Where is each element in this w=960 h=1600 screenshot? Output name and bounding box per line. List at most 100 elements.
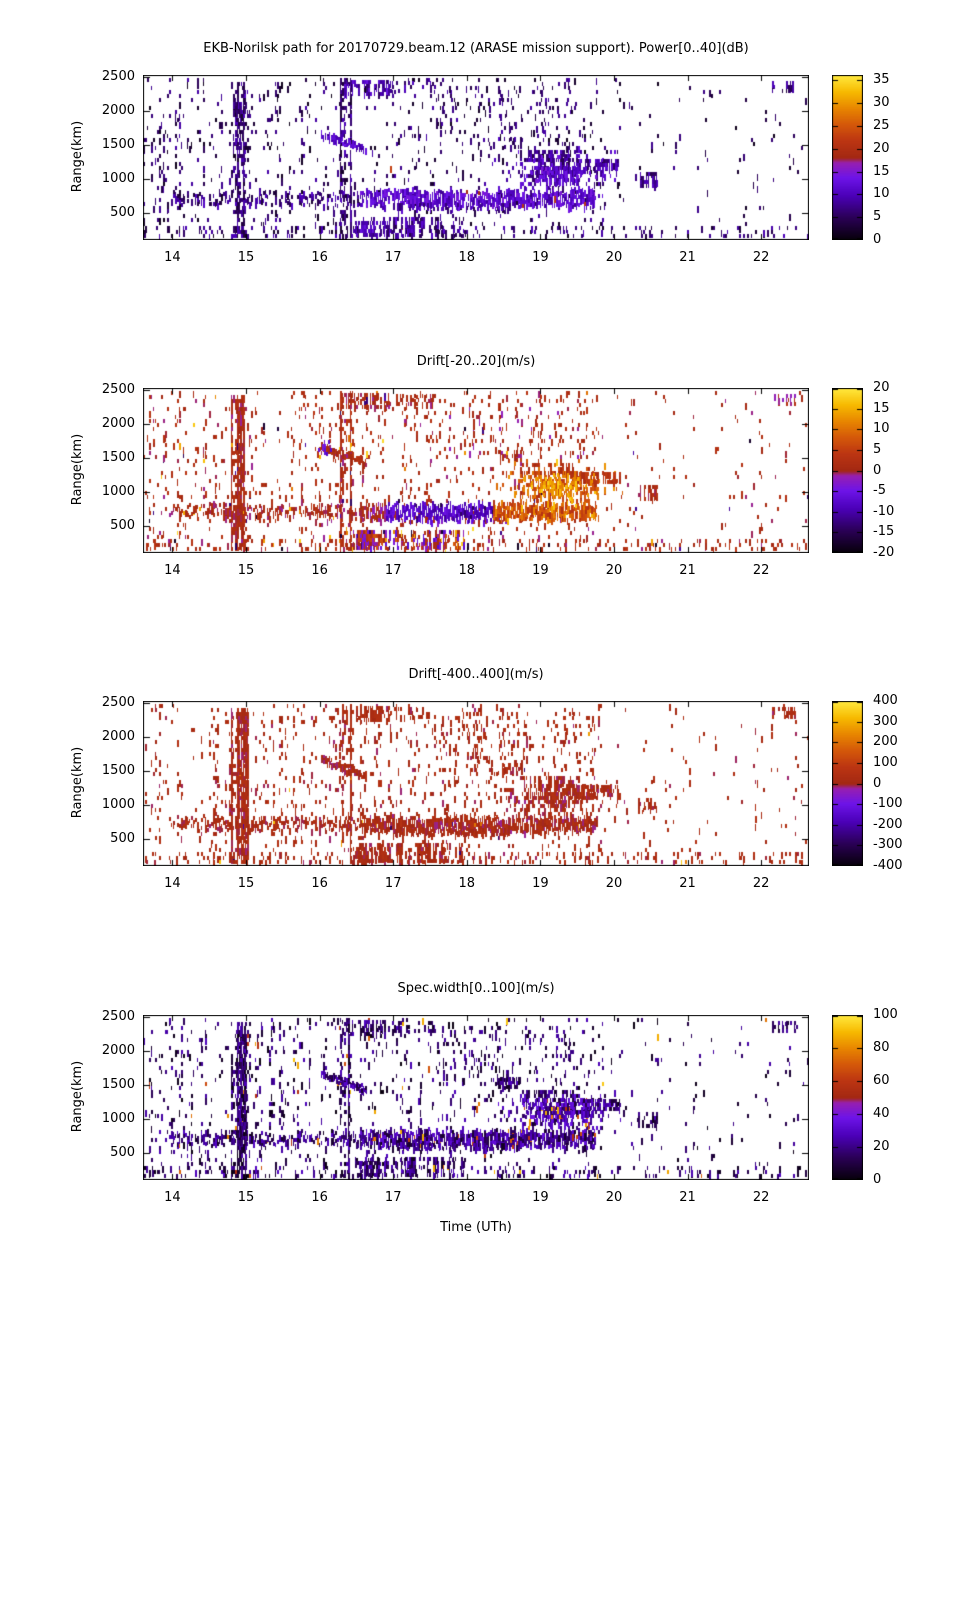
y-tick-label: 2500 — [101, 69, 135, 85]
y-tick-label: 2000 — [101, 728, 135, 744]
colorbar-tick-label: 20 — [873, 140, 890, 156]
x-tick-label: 19 — [532, 563, 549, 578]
panel-1-colorbar — [832, 75, 863, 240]
colorbar-tick-label: 10 — [873, 186, 890, 202]
colorbar-tick-label: 300 — [873, 713, 898, 729]
panel-2-title: Drift[-20..20](m/s) — [416, 354, 536, 369]
x-tick-label: 15 — [237, 1190, 255, 1205]
colorbar-tick-label: 40 — [873, 1106, 890, 1121]
y-tick-label: 500 — [110, 1144, 135, 1160]
colorbar-tick-label: 20 — [873, 1139, 890, 1154]
colorbar-tick-label: -200 — [873, 816, 903, 832]
x-tick-label: 19 — [532, 1190, 549, 1205]
colorbar-tick-label: 0 — [873, 232, 882, 247]
colorbar-tick-label: 35 — [873, 72, 890, 88]
panel-4-title: Spec.width[0..100](m/s) — [397, 981, 555, 996]
x-tick-label: 18 — [458, 1190, 476, 1205]
y-tick-label: 500 — [110, 830, 135, 846]
x-tick-label: 20 — [605, 1190, 623, 1205]
y-tick-label: 1500 — [101, 136, 135, 152]
x-tick-label: 14 — [164, 876, 181, 891]
colorbar-tick-label: 80 — [873, 1040, 890, 1055]
panel-3-heatmap — [143, 701, 809, 866]
y-tick-label: 2000 — [101, 415, 135, 431]
x-tick-label: 16 — [311, 250, 328, 265]
colorbar-tick-label: 200 — [873, 734, 898, 750]
colorbar-tick-label: 20 — [873, 380, 890, 395]
colorbar-tick-label: 5 — [873, 209, 882, 225]
x-tick-label: 14 — [164, 563, 181, 578]
x-tick-label: 17 — [384, 876, 402, 891]
y-tick-label: 2500 — [101, 695, 135, 711]
colorbar-tick-label: -400 — [873, 858, 903, 873]
colorbar-tick-label: -15 — [873, 524, 895, 540]
x-tick-label: 17 — [384, 1190, 402, 1205]
y-tick-label: 2000 — [101, 1042, 135, 1058]
x-tick-label: 21 — [679, 876, 696, 891]
colorbar-tick-label: 15 — [873, 163, 890, 179]
x-tick-label: 16 — [311, 1190, 328, 1205]
y-tick-label: 1000 — [101, 483, 135, 499]
x-tick-label: 21 — [679, 563, 696, 578]
colorbar-tick-label: 100 — [873, 754, 898, 770]
colorbar-tick-label: 10 — [873, 421, 890, 437]
x-tick-label: 19 — [532, 876, 549, 891]
panel-3-title: Drift[-400..400](m/s) — [408, 667, 544, 682]
x-tick-label: 17 — [384, 563, 402, 578]
colorbar-tick-label: 60 — [873, 1073, 890, 1088]
colorbar-tick-label: 30 — [873, 95, 890, 111]
y-tick-label: 500 — [110, 204, 135, 220]
y-tick-label: 1000 — [101, 796, 135, 812]
x-tick-label: 18 — [458, 876, 476, 891]
x-tick-label: 15 — [237, 250, 255, 265]
colorbar-tick-label: 400 — [873, 693, 898, 708]
y-tick-label: 1000 — [101, 170, 135, 186]
colorbar-tick-label: 15 — [873, 400, 890, 416]
x-tick-label: 16 — [311, 876, 328, 891]
y-tick-label: 1000 — [101, 1110, 135, 1126]
x-tick-label: 21 — [679, 250, 696, 265]
x-tick-label: 21 — [679, 1190, 696, 1205]
colorbar-tick-label: -300 — [873, 837, 903, 853]
x-tick-label: 15 — [237, 563, 255, 578]
panel-2-heatmap — [143, 388, 809, 553]
panel-1-title: EKB-Norilsk path for 20170729.beam.12 (A… — [203, 41, 749, 56]
colorbar-tick-label: 5 — [873, 441, 882, 457]
x-tick-label: 20 — [605, 876, 623, 891]
colorbar-tick-label: 100 — [873, 1007, 898, 1022]
x-tick-label: 14 — [164, 1190, 181, 1205]
x-tick-label: 22 — [752, 563, 770, 578]
y-tick-label: 2500 — [101, 1009, 135, 1025]
colorbar-tick-label: 0 — [873, 775, 882, 791]
x-tick-label: 15 — [237, 876, 255, 891]
time-axis-label: Time (UTh) — [440, 1220, 512, 1235]
y-tick-label: 500 — [110, 517, 135, 533]
colorbar-tick-label: -20 — [873, 545, 895, 560]
x-tick-label: 22 — [752, 250, 770, 265]
x-tick-label: 18 — [458, 563, 476, 578]
y-tick-label: 1500 — [101, 1076, 135, 1092]
colorbar-tick-label: -100 — [873, 796, 903, 812]
colorbar-tick-label: 0 — [873, 462, 882, 478]
y-tick-label: 1500 — [101, 762, 135, 778]
colorbar-tick-label: -5 — [873, 483, 886, 499]
y-tick-label: 2500 — [101, 382, 135, 398]
x-tick-label: 14 — [164, 250, 181, 265]
colorbar-tick-label: 0 — [873, 1172, 882, 1187]
x-tick-label: 17 — [384, 250, 402, 265]
x-tick-label: 22 — [752, 876, 770, 891]
panel-3-colorbar — [832, 701, 863, 866]
panel-4-heatmap — [143, 1015, 809, 1180]
panel-4-colorbar — [832, 1015, 863, 1180]
panel-1-heatmap — [143, 75, 809, 240]
x-tick-label: 16 — [311, 563, 328, 578]
x-tick-label: 19 — [532, 250, 549, 265]
x-tick-label: 20 — [605, 250, 623, 265]
y-tick-label: 1500 — [101, 449, 135, 465]
colorbar-tick-label: 25 — [873, 118, 890, 134]
x-tick-label: 22 — [752, 1190, 770, 1205]
panel-2-colorbar — [832, 388, 863, 553]
colorbar-tick-label: -10 — [873, 503, 895, 519]
x-tick-label: 20 — [605, 563, 623, 578]
